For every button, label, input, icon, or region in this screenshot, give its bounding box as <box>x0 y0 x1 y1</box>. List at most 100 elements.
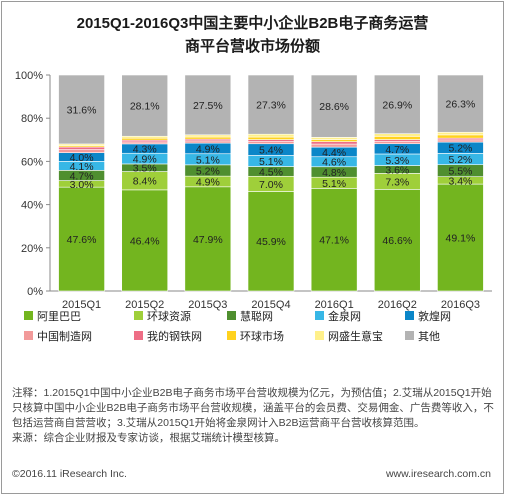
data-label: 4.5% <box>259 166 283 178</box>
bar-segment <box>310 141 358 145</box>
chart-title-line-1: 2015Q1-2016Q3中国主要中小企业B2B电子商务运营 <box>76 15 429 32</box>
data-label: 4.6% <box>322 157 346 169</box>
bar-segment <box>184 136 232 140</box>
data-label: 47.6% <box>67 234 97 246</box>
x-tick-label: 2015Q2 <box>125 299 164 311</box>
legend-label: 中国制造网 <box>37 329 92 343</box>
bar-segment <box>373 74 421 134</box>
data-label: 5.5% <box>448 166 472 178</box>
legend-label: 阿里巴巴 <box>37 310 81 323</box>
bar-segment <box>58 186 105 292</box>
data-label: 4.0% <box>70 152 94 164</box>
bar-segment <box>373 189 421 292</box>
bar-segment <box>184 134 232 138</box>
data-label: 26.3% <box>446 99 476 111</box>
bar-segment <box>247 74 295 135</box>
data-label: 3.5% <box>133 163 157 175</box>
data-label: 3.6% <box>385 164 409 176</box>
bar-segment <box>310 137 358 140</box>
data-label: 28.6% <box>319 101 349 113</box>
legend-label: 敦煌网 <box>418 309 451 323</box>
data-label: 46.4% <box>130 235 160 247</box>
bar-segment <box>437 74 484 133</box>
data-label: 5.2% <box>448 154 472 166</box>
bar-segment <box>58 146 105 150</box>
data-label: 47.9% <box>193 234 223 246</box>
data-label: 4.7% <box>70 170 94 182</box>
legend-swatch <box>24 311 33 320</box>
bar-segment <box>184 140 232 144</box>
bar-segment <box>247 136 295 140</box>
data-label: 45.9% <box>256 236 286 248</box>
data-label: 27.3% <box>256 100 286 112</box>
data-label: 49.1% <box>446 233 476 245</box>
data-label: 27.5% <box>193 100 223 112</box>
legend-swatch <box>405 311 414 320</box>
bar-segment <box>184 186 232 292</box>
chart-title-line-2: 商平台营收市场份额 <box>184 38 320 55</box>
legend-swatch <box>315 311 324 320</box>
x-tick-label: 2015Q1 <box>62 299 101 311</box>
data-label: 31.6% <box>67 104 97 116</box>
bar-segment <box>437 131 484 136</box>
data-label: 4.9% <box>196 176 220 188</box>
data-label: 46.6% <box>382 235 412 247</box>
y-tick-label: 60% <box>21 156 43 168</box>
data-label: 4.3% <box>133 144 157 156</box>
data-label: 5.3% <box>385 155 409 167</box>
chart-notes: 注释：1.2015Q1中国中小企业B2B电子商务市场平台营收规模为亿元，为预估值… <box>12 386 496 446</box>
legend-label: 其他 <box>418 330 440 343</box>
notes-text: 注释：1.2015Q1中国中小企业B2B电子商务市场平台营收规模为亿元，为预估值… <box>12 387 494 429</box>
legend-label: 金泉网 <box>328 309 361 323</box>
bar-segment <box>247 141 295 145</box>
bar-segment <box>58 74 105 145</box>
data-label: 4.7% <box>385 144 409 156</box>
legend-label: 慧聪网 <box>240 309 273 323</box>
data-label: 4.9% <box>133 154 157 166</box>
legend-swatch <box>405 331 414 340</box>
y-tick-label: 40% <box>21 200 43 212</box>
legend-swatch <box>315 331 324 340</box>
legend-swatch <box>134 331 143 340</box>
data-label: 4.8% <box>322 167 346 179</box>
x-tick-label: 2016Q1 <box>315 299 354 311</box>
data-label: 4.4% <box>322 147 346 159</box>
x-tick-label: 2016Q2 <box>378 299 417 311</box>
data-label: 26.9% <box>382 99 412 111</box>
bar-segment <box>373 141 421 145</box>
y-tick-label: 80% <box>21 113 43 125</box>
legend-label: 环球市场 <box>240 329 284 343</box>
data-label: 5.1% <box>259 156 283 168</box>
bar-segment <box>247 133 295 138</box>
data-label: 28.1% <box>130 101 160 113</box>
y-tick-label: 20% <box>21 243 43 255</box>
data-label: 8.4% <box>133 176 157 188</box>
bar-segment <box>58 149 105 153</box>
data-label: 5.4% <box>259 145 283 157</box>
legend-swatch <box>227 311 236 320</box>
bar-segment <box>247 191 295 292</box>
x-tick-label: 2015Q3 <box>188 299 227 311</box>
legend-label: 网盛生意宝 <box>328 329 383 343</box>
x-tick-label: 2015Q4 <box>251 299 290 311</box>
bar-segment <box>121 74 169 137</box>
data-label: 5.2% <box>196 165 220 177</box>
y-tick-label: 0% <box>27 286 43 298</box>
bar-segment <box>184 74 232 136</box>
legend-label: 我的钢铁网 <box>147 329 202 343</box>
data-label: 3.4% <box>448 175 472 187</box>
data-label: 7.0% <box>259 179 283 191</box>
copyright-text: ©2016.11 iResearch Inc. <box>12 468 127 480</box>
stacked-bar-chart: 0%20%40%60%80%100%47.6%3.0%4.7%4.1%4.0%3… <box>15 70 492 343</box>
y-tick-label: 100% <box>15 70 43 82</box>
notes-source: 来源：综合企业财报及专家访谈，根据艾瑞统计模型核算。 <box>12 432 285 444</box>
bar-segment <box>373 133 421 137</box>
data-label: 5.2% <box>448 143 472 155</box>
data-label: 47.1% <box>319 235 349 247</box>
website-link[interactable]: www.iresearch.com.cn <box>385 468 491 480</box>
data-label: 4.9% <box>196 143 220 155</box>
data-label: 4.1% <box>70 161 94 173</box>
bar-segment <box>437 134 484 139</box>
bar-segment <box>373 136 421 140</box>
